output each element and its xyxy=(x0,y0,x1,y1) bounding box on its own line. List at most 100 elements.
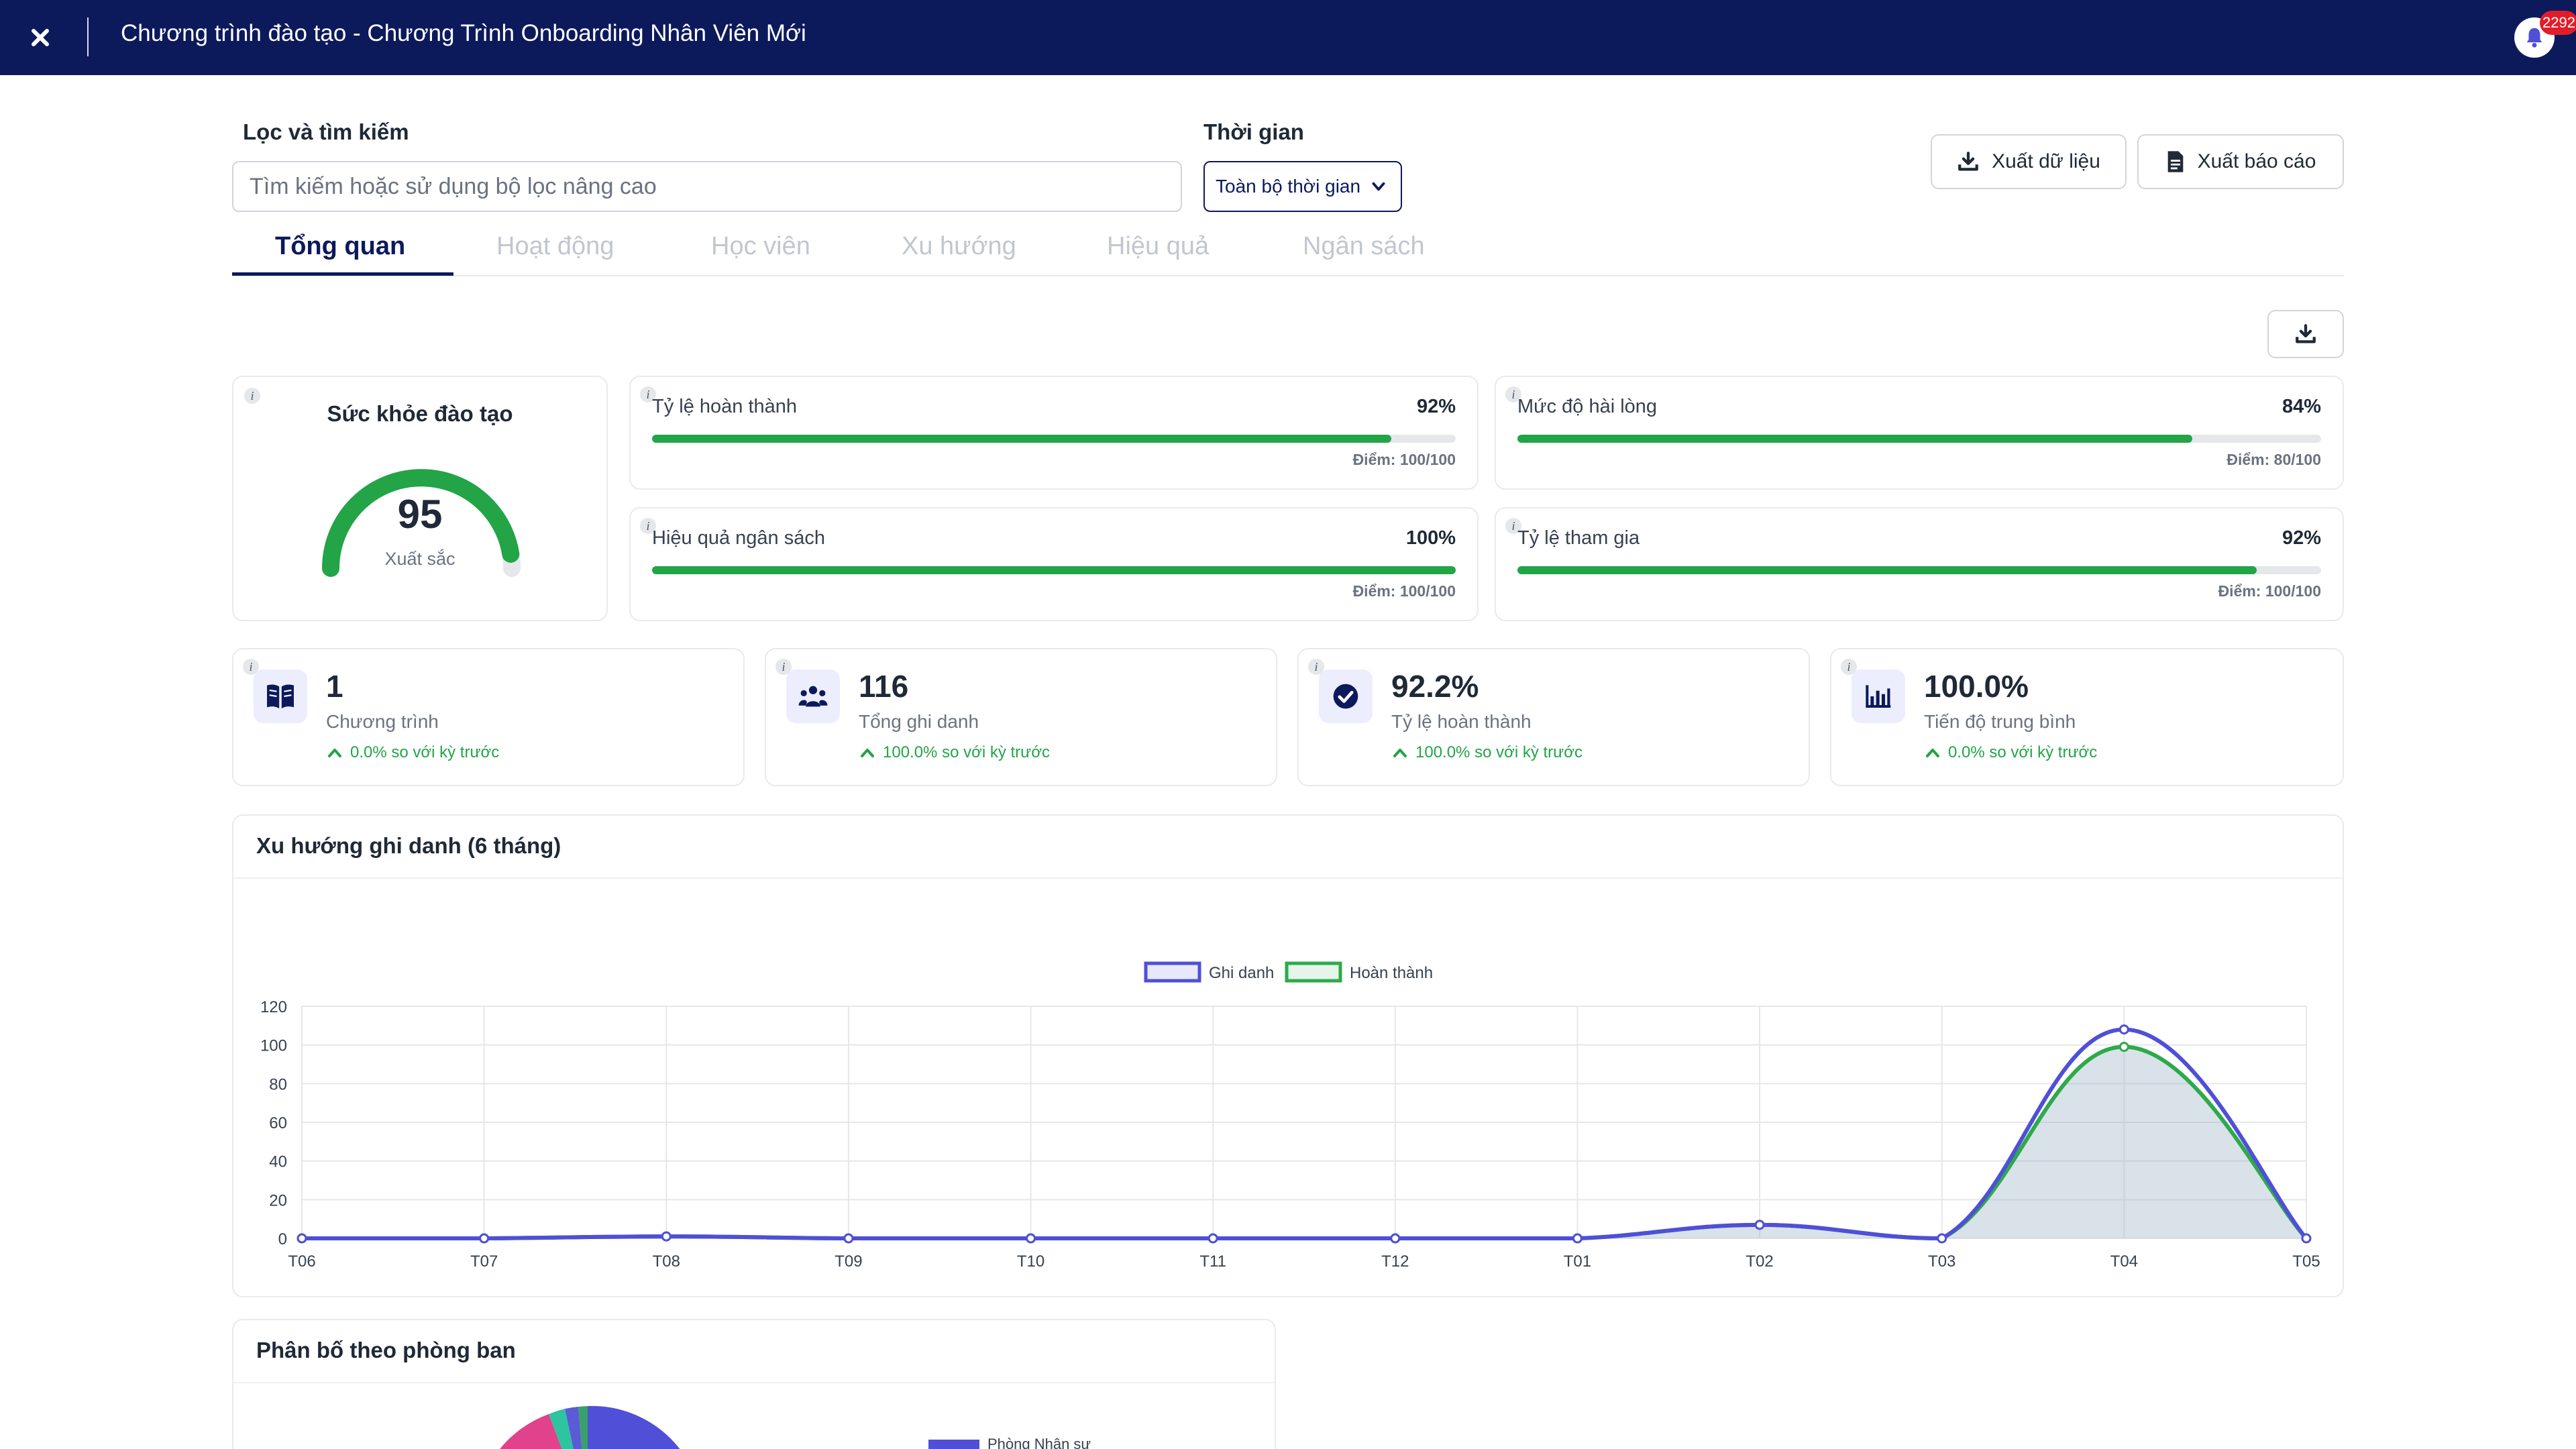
time-range-select[interactable]: Toàn bộ thời gian xyxy=(1203,161,1402,212)
kpi-value: 1 xyxy=(326,669,343,704)
x-tick-label: T06 xyxy=(288,1252,315,1271)
metric-percent: 100% xyxy=(1405,527,1456,549)
metric-percent: 84% xyxy=(2282,396,2321,417)
metric-score: Điểm: 80/100 xyxy=(2226,451,2321,468)
info-icon[interactable]: i xyxy=(640,386,656,402)
kpi-icon-box xyxy=(1319,669,1373,723)
metric-progress-track xyxy=(1517,435,2321,443)
tab-effectiveness[interactable]: Hiệu quả xyxy=(1107,232,1210,260)
file-icon xyxy=(2167,151,2183,172)
x-tick-label: T03 xyxy=(1928,1252,1955,1271)
kpi-label: Tỷ lệ hoàn thành xyxy=(1391,711,1532,732)
metric-score: Điểm: 100/100 xyxy=(1352,582,1456,600)
y-tick-label: 20 xyxy=(269,1191,287,1210)
y-tick-label: 100 xyxy=(260,1037,287,1055)
pie-slice xyxy=(588,1405,680,1449)
search-input[interactable] xyxy=(232,161,1182,212)
y-tick-label: 60 xyxy=(269,1114,287,1132)
metric-label: Hiệu quả ngân sách xyxy=(652,527,825,549)
health-gauge xyxy=(322,469,521,577)
data-point-ghi-danh xyxy=(661,1231,672,1242)
department-distribution-title: Phân bố theo phòng ban xyxy=(256,1338,516,1362)
metric-percent: 92% xyxy=(2282,527,2321,549)
info-icon[interactable]: i xyxy=(244,388,260,404)
kpi-change: 0.0% so với kỳ trước xyxy=(1925,743,2097,762)
data-point-ghi-danh xyxy=(1026,1233,1036,1244)
y-tick-label: 80 xyxy=(269,1075,287,1093)
health-rating: Xuất sắc xyxy=(384,549,455,569)
kpi-change-text: 0.0% so với kỳ trước xyxy=(350,743,500,761)
time-range-value: Toàn bộ thời gian xyxy=(1216,176,1361,197)
kpi-icon-box xyxy=(254,669,307,723)
kpi-label: Chương trình xyxy=(326,711,439,732)
info-icon[interactable]: i xyxy=(1505,518,1521,534)
metric-card-budget-efficiency: i Hiệu quả ngân sách 100% Điểm: 100/100 xyxy=(629,507,1479,621)
info-icon[interactable]: i xyxy=(1505,386,1521,402)
section-divider xyxy=(233,877,2343,879)
tab-trends[interactable]: Xu hướng xyxy=(902,232,1016,260)
close-button[interactable] xyxy=(20,17,60,58)
check-circle-icon xyxy=(1333,684,1358,709)
metric-label: Tỷ lệ hoàn thành xyxy=(652,396,798,417)
download-icon xyxy=(1958,152,1978,171)
health-title: Sức khỏe đào tạo xyxy=(327,401,513,426)
y-tick-label: 120 xyxy=(260,998,287,1016)
tab-learners[interactable]: Học viên xyxy=(711,232,810,260)
download-overview-button[interactable] xyxy=(2267,310,2344,358)
x-tick-label: T08 xyxy=(653,1252,680,1271)
metric-progress-track xyxy=(652,435,1456,443)
y-tick-label: 40 xyxy=(269,1153,287,1171)
kpi-label: Tiến độ trung bình xyxy=(1924,711,2076,732)
kpi-change: 0.0% so với kỳ trước xyxy=(327,743,499,762)
tab-activity[interactable]: Hoạt động xyxy=(496,232,614,260)
kpi-change: 100.0% so với kỳ trước xyxy=(1393,743,1582,762)
data-point-ghi-danh xyxy=(2118,1024,2129,1035)
health-score: 95 xyxy=(397,492,443,537)
time-label: Thời gian xyxy=(1203,119,1304,144)
x-tick-label: T07 xyxy=(470,1252,498,1271)
header-divider xyxy=(87,17,89,56)
kpi-value: 100.0% xyxy=(1924,669,2029,704)
legend-label: Hoàn thành xyxy=(1350,964,1433,982)
section-divider xyxy=(233,1382,1275,1383)
x-tick-label: T09 xyxy=(835,1252,862,1271)
data-point-ghi-danh xyxy=(1754,1220,1765,1230)
export-data-button[interactable]: Xuất dữ liệu xyxy=(1931,134,2127,189)
book-open-icon xyxy=(267,684,294,709)
metric-score: Điểm: 100/100 xyxy=(1352,451,1456,468)
export-report-button[interactable]: Xuất báo cáo xyxy=(2137,134,2344,189)
search-label: Lọc và tìm kiếm xyxy=(243,119,409,144)
chevron-up-icon xyxy=(1393,749,1407,757)
users-icon xyxy=(798,686,828,707)
metric-card-completion: i Tỷ lệ hoàn thành 92% Điểm: 100/100 xyxy=(629,376,1479,490)
kpi-icon-box xyxy=(1851,669,1905,723)
pie-slice xyxy=(500,1414,562,1449)
export-data-label: Xuất dữ liệu xyxy=(1992,150,2100,172)
x-tick-label: T11 xyxy=(1199,1252,1226,1271)
page-title: Chương trình đào tạo - Chương Trình Onbo… xyxy=(121,20,806,46)
x-tick-label: T12 xyxy=(1381,1252,1409,1271)
metric-progress-fill xyxy=(1517,435,2193,443)
data-point-ghi-danh xyxy=(2301,1233,2312,1244)
data-point-hoan-thanh xyxy=(2118,1042,2129,1053)
info-icon[interactable]: i xyxy=(640,518,656,534)
metric-progress-track xyxy=(652,566,1456,574)
top-bar: Chương trình đào tạo - Chương Trình Onbo… xyxy=(0,0,2576,75)
tab-overview[interactable]: Tổng quan xyxy=(275,232,406,260)
metric-progress-fill xyxy=(652,435,1392,443)
x-tick-label: T05 xyxy=(2292,1252,2320,1271)
pie-slice xyxy=(565,1407,582,1449)
enrollment-trend-card: Xu hướng ghi danh (6 tháng) 0 20 40 60 80 100… xyxy=(232,814,2344,1297)
tab-budget[interactable]: Ngân sách xyxy=(1303,232,1425,260)
metric-card-participation: i Tỷ lệ tham gia 92% Điểm: 100/100 xyxy=(1495,507,2344,621)
training-health-card: i Sức khỏe đào tạo 95 Xuất sắc xyxy=(232,376,608,621)
chevron-up-icon xyxy=(328,749,341,757)
metric-progress-track xyxy=(1517,566,2321,574)
data-point-ghi-danh xyxy=(843,1233,854,1244)
kpi-icon-box xyxy=(786,669,840,723)
download-icon xyxy=(2296,324,2316,343)
kpi-change-text: 100.0% so với kỳ trước xyxy=(1415,743,1582,761)
export-report-label: Xuất báo cáo xyxy=(2197,150,2316,172)
x-tick-label: T01 xyxy=(1564,1252,1591,1271)
info-icon[interactable]: i xyxy=(243,659,259,675)
